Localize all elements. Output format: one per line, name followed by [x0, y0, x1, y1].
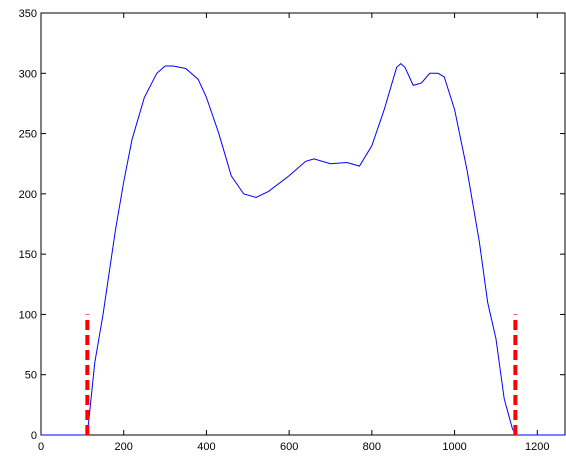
- y-tick-label: 300: [19, 68, 37, 80]
- x-tick-label: 400: [197, 441, 215, 453]
- y-tick-label: 200: [19, 189, 37, 201]
- y-tick-label: 100: [19, 309, 37, 321]
- x-tick-label: 200: [115, 441, 133, 453]
- x-tick-label: 800: [363, 441, 381, 453]
- x-tick-label: 1000: [442, 441, 466, 453]
- y-tick-label: 0: [31, 430, 37, 442]
- x-tick-label: 0: [38, 441, 44, 453]
- plot-frame: [40, 12, 566, 436]
- y-tick-label: 50: [25, 370, 37, 382]
- x-tick-label: 600: [280, 441, 298, 453]
- x-tick-label: 1200: [525, 441, 549, 453]
- y-tick-label: 350: [19, 8, 37, 20]
- data-line: [41, 62, 565, 436]
- y-tick-label: 150: [19, 249, 37, 261]
- y-tick-label: 250: [19, 129, 37, 141]
